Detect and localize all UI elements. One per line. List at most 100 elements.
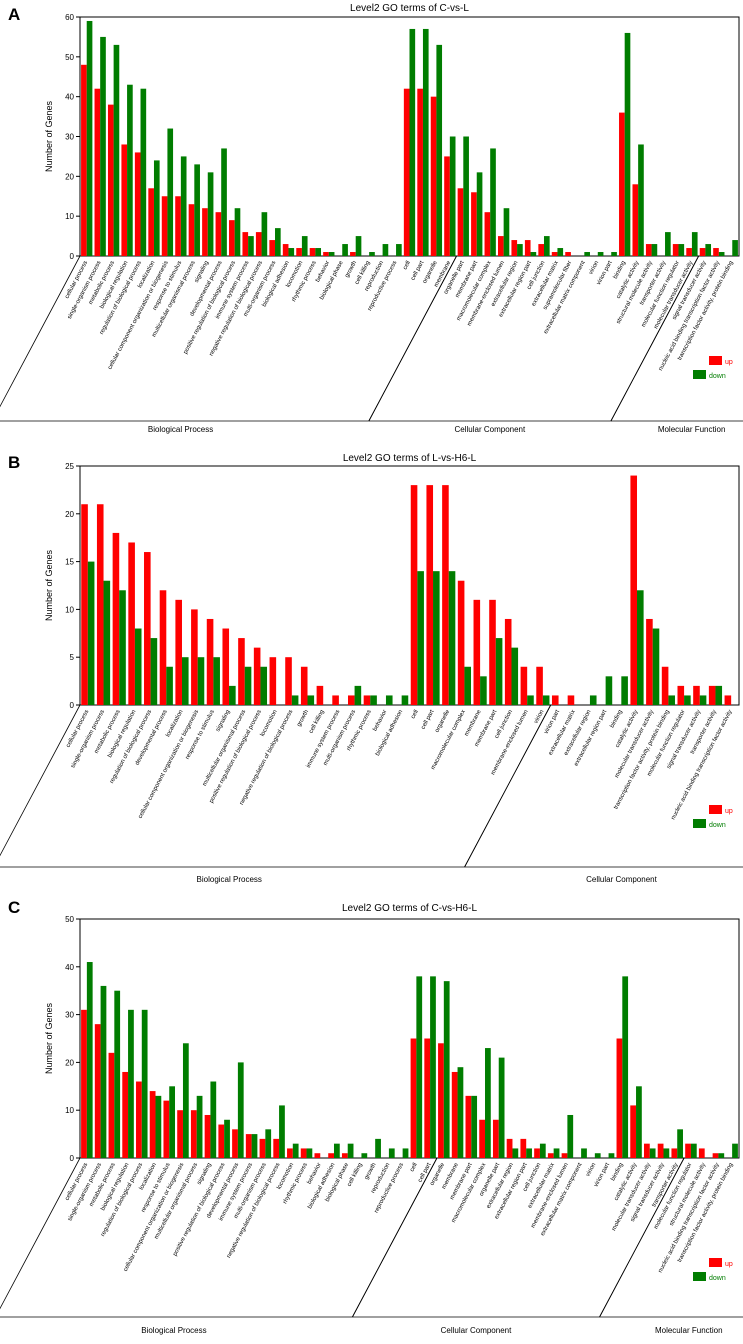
panel-a: A Level2 GO terms of C-vs-L Number of Gene… [0,3,743,434]
bar-down [553,1148,560,1158]
x-tick-label: nucleic acid binding transcription facto… [670,709,733,821]
bar-up [188,204,195,256]
bar-up [630,1105,637,1158]
bar-up [426,485,434,705]
bar-down [86,962,93,1158]
y-tick-label: 50 [65,915,74,924]
x-tick-label: extracellular region part [573,709,608,767]
bar-down [100,985,107,1158]
bar-down [539,1143,546,1158]
bar-down [87,561,95,705]
x-tick-label: growth [364,1162,378,1181]
bar-down [422,28,429,257]
bar-down [581,1148,587,1158]
bar-up [538,244,544,256]
bar-up [616,1038,623,1158]
x-tick-label: binding [609,709,623,729]
group-bracket [464,704,552,868]
bar-down [652,628,660,705]
bar-up [479,1119,486,1158]
bar-up [630,475,638,705]
bar-down [621,676,628,705]
bar-down [237,1062,244,1158]
panel-b: B Level2 GO terms of L-vs-H6-L Number of G… [0,453,743,884]
bar-down [637,590,644,705]
x-tick-label: virion [533,709,545,724]
bar-down [210,1081,217,1158]
bar-down [153,160,160,256]
group-label: Molecular Function [655,1326,723,1335]
bar-up [657,1143,664,1158]
y-tick-label: 10 [65,1106,74,1115]
bar-down [166,666,173,705]
bar-up [94,1024,101,1158]
legend-label-up: up [725,1261,733,1268]
bar-down [622,976,629,1158]
bar-up [229,220,235,256]
bar-up [457,188,464,256]
bar-down [526,1148,532,1158]
bar-down [229,685,236,705]
bar-up [536,666,543,705]
bar-up [204,1114,211,1158]
bar-down [490,148,496,256]
x-tick-label: signaling [215,709,231,733]
bar-down [718,252,725,256]
bar-down [732,240,738,256]
bar-up [424,1038,431,1158]
x-tick-label: cell [409,1162,419,1173]
bar-up [699,248,706,256]
bar-down [355,236,362,256]
bar-up [417,88,423,256]
bar-down [141,1009,148,1158]
bar-down [464,666,472,705]
y-tick-label: 50 [65,53,74,62]
bar-down [207,172,214,256]
bar-down [649,1148,656,1158]
bar-up [323,252,329,256]
bar-up [190,1110,197,1158]
bar-up [444,156,450,256]
x-tick-label: virion [588,260,600,275]
bar-down [221,148,227,256]
bar-up [128,542,135,705]
group-label: Molecular Function [658,425,726,434]
bar-up [94,88,101,256]
legend-swatch-down [693,1272,706,1281]
bar-down [611,252,617,256]
legend-label-down: down [709,822,726,829]
bar-up [457,580,465,705]
bar-down [690,1143,697,1158]
bar-up [121,144,128,256]
bar-down [471,1095,478,1158]
group-bracket [368,255,457,422]
y-tick-label: 10 [65,212,74,221]
bar-down [665,232,671,256]
bar-down [584,252,590,256]
bar-up [269,657,277,705]
bar-down [684,695,691,705]
bar-up [255,232,262,256]
bar-up [328,1153,334,1158]
x-tick-label: virion part [543,709,561,735]
bar-up [713,248,719,256]
group-bracket [0,704,81,857]
bar-down [542,695,550,705]
bar-down [396,244,402,256]
group-bracket [352,1157,438,1318]
chart-title: Level2 GO terms of L-vs-H6-L [343,453,477,464]
bar-down [134,628,142,705]
bar-down [370,695,377,705]
legend-swatch-up [709,356,722,365]
bar-down [480,676,487,705]
bar-up [238,638,245,705]
bar-down [476,172,483,256]
bar-up [81,64,87,256]
bar-up [724,695,732,705]
bar-up [534,1148,540,1158]
bar-up [451,1071,458,1158]
x-tick-label: cell killing [308,709,325,734]
legend-label-up: up [725,808,733,815]
legend-swatch-up [709,805,722,814]
